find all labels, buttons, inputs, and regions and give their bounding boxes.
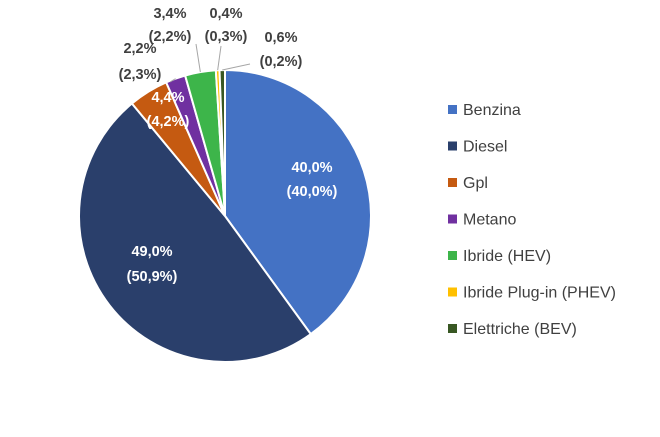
- leader-lines: [169, 43, 251, 83]
- data-label-benzina: 40,0%: [291, 160, 332, 176]
- legend-swatch-ibride-hev: [448, 251, 457, 260]
- data-label-ibride-plug-in-phev: 0,4%: [209, 6, 242, 22]
- data-label-elettriche-bev: 0,6%: [264, 30, 297, 46]
- legend-label-elettriche-bev: Elettriche (BEV): [463, 321, 577, 338]
- legend-label-diesel: Diesel: [463, 139, 507, 156]
- data-label-secondary-diesel: (50,9%): [127, 269, 178, 285]
- legend-swatch-ibride-plug-in-phev: [448, 287, 457, 297]
- data-label-gpl: 4,4%: [151, 90, 184, 106]
- pie-slice-elettriche-bev: [218, 68, 226, 217]
- leader-line-ibride-plug-in-phev: [217, 45, 222, 71]
- pie-slice-benzina: [224, 68, 372, 336]
- data-label-secondary-benzina: (40,0%): [287, 184, 338, 200]
- legend-label-ibride-hev: Ibride (HEV): [463, 248, 551, 265]
- data-label-secondary-elettriche-bev: (0,2%): [260, 54, 303, 70]
- leader-line-elettriche-bev: [222, 63, 251, 71]
- pie-slice-diesel: [78, 102, 313, 363]
- data-labels: 40,0%(40,0%)49,0%(50,9%)4,4%(4,2%)2,2%(2…: [119, 6, 338, 285]
- legend-label-ibride-plug-in-phev: Ibride Plug-in (PHEV): [463, 285, 616, 302]
- legend-label-metano: Metano: [463, 212, 516, 229]
- leader-line-metano: [169, 78, 176, 83]
- legend-swatch-gpl: [448, 178, 457, 187]
- data-label-secondary-ibride-hev: (2,2%): [149, 29, 192, 45]
- legend-swatch-benzina: [448, 105, 457, 114]
- legend-swatch-metano: [448, 214, 457, 224]
- data-label-ibride-hev: 3,4%: [153, 6, 186, 22]
- data-label-secondary-ibride-plug-in-phev: (0,3%): [205, 29, 248, 45]
- legend-label-gpl: Gpl: [463, 175, 488, 192]
- legend-swatch-diesel: [448, 141, 457, 151]
- legend: Benzina Diesel Gpl Metano Ibride (HEV) Ibride…: [448, 102, 616, 338]
- data-label-metano: 2,2%: [123, 41, 156, 57]
- data-label-diesel: 49,0%: [131, 244, 172, 260]
- data-label-secondary-gpl: (4,2%): [147, 114, 190, 130]
- pie-slices: [78, 68, 372, 363]
- data-label-secondary-metano: (2,3%): [119, 67, 162, 83]
- legend-swatch-elettriche-bev: [448, 324, 457, 333]
- leader-line-ibride-hev: [195, 43, 201, 73]
- legend-label-benzina: Benzina: [463, 102, 521, 119]
